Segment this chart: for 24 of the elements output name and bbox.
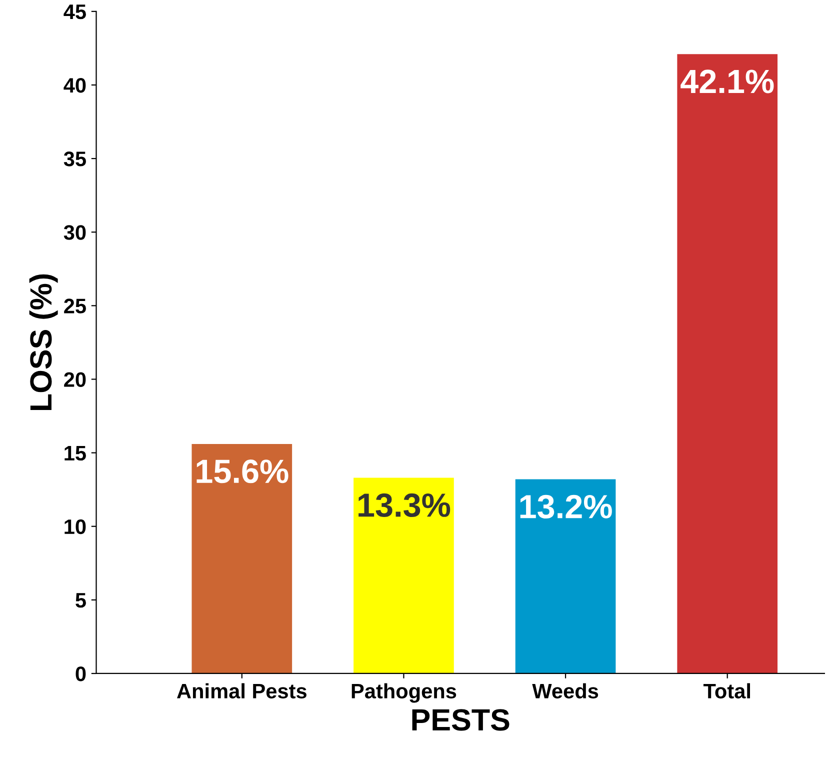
data-label: 13.3% <box>358 493 450 518</box>
bar <box>354 478 454 674</box>
y-tick-label: 15 <box>64 446 86 461</box>
y-tick-label: 30 <box>64 225 86 240</box>
y-tick-label: 45 <box>64 4 86 20</box>
y-tick-label: 0 <box>76 666 86 682</box>
bar <box>192 444 292 674</box>
x-tick-label: Weeds <box>532 683 598 699</box>
bar <box>677 54 778 674</box>
y-tick-label: 35 <box>64 152 86 166</box>
y-tick-label: 40 <box>64 78 86 93</box>
x-axis-title: PESTS <box>412 709 510 731</box>
data-label: 15.6% <box>196 460 288 484</box>
y-tick-label: 20 <box>64 372 86 387</box>
x-tick-label: Total <box>703 683 750 699</box>
y-tick-label: 5 <box>76 593 86 608</box>
y-axis-title: LOSS (%) <box>29 274 58 410</box>
x-tick-label: Pathogens <box>352 683 456 703</box>
y-tick-label: 10 <box>64 519 86 534</box>
y-tick-label: 25 <box>64 298 86 314</box>
data-label: 42.1% <box>680 70 774 94</box>
bar <box>515 479 616 674</box>
data-label: 13.2% <box>520 494 612 519</box>
x-tick-label: Animal Pests <box>176 683 306 699</box>
